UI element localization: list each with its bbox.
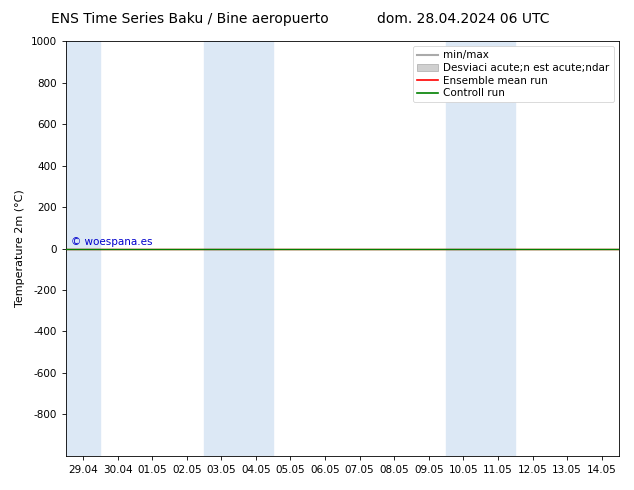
Legend: min/max, Desviaci acute;n est acute;ndar, Ensemble mean run, Controll run: min/max, Desviaci acute;n est acute;ndar…	[413, 46, 614, 102]
Bar	[66, 41, 100, 456]
Text: dom. 28.04.2024 06 UTC: dom. 28.04.2024 06 UTC	[377, 12, 549, 26]
Bar	[238, 41, 273, 456]
Bar	[204, 41, 238, 456]
Bar	[446, 41, 481, 456]
Bar	[481, 41, 515, 456]
Text: ENS Time Series Baku / Bine aeropuerto: ENS Time Series Baku / Bine aeropuerto	[51, 12, 329, 26]
Y-axis label: Temperature 2m (°C): Temperature 2m (°C)	[15, 190, 25, 307]
Text: © woespana.es: © woespana.es	[71, 237, 153, 247]
